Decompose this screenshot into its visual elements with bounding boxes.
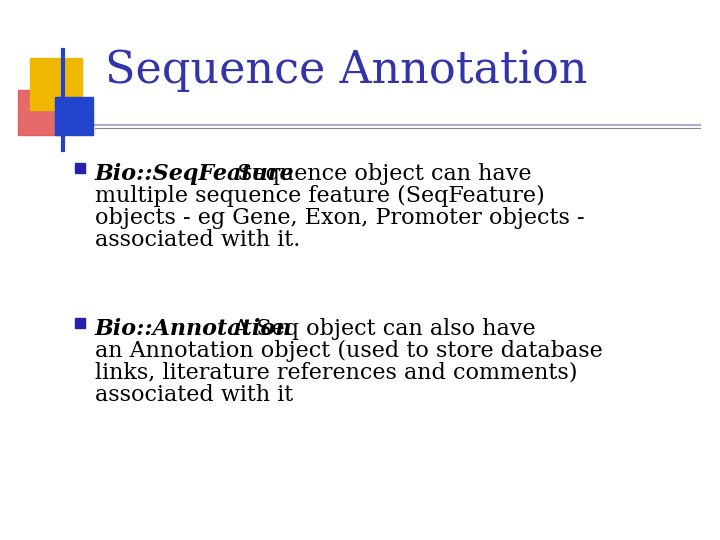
Text: Sequence Annotation: Sequence Annotation — [105, 49, 588, 92]
Text: multiple sequence feature (SeqFeature): multiple sequence feature (SeqFeature) — [95, 185, 545, 207]
Text: links, literature references and comments): links, literature references and comment… — [95, 362, 577, 384]
Text: A Seq object can also have: A Seq object can also have — [219, 318, 536, 340]
Text: Bio::SeqFeature: Bio::SeqFeature — [95, 163, 294, 185]
Text: an Annotation object (used to store database: an Annotation object (used to store data… — [95, 340, 603, 362]
Bar — [18, 90, 63, 135]
Bar — [30, 58, 82, 110]
Text: Sequence object can have: Sequence object can have — [223, 163, 531, 185]
Text: Bio::Annotation: Bio::Annotation — [95, 318, 292, 340]
Text: objects - eg Gene, Exon, Promoter objects -: objects - eg Gene, Exon, Promoter object… — [95, 207, 585, 229]
Bar — [75, 163, 85, 173]
Text: associated with it.: associated with it. — [95, 229, 300, 251]
Bar — [55, 97, 93, 135]
Bar — [75, 318, 85, 328]
Text: associated with it: associated with it — [95, 384, 293, 406]
